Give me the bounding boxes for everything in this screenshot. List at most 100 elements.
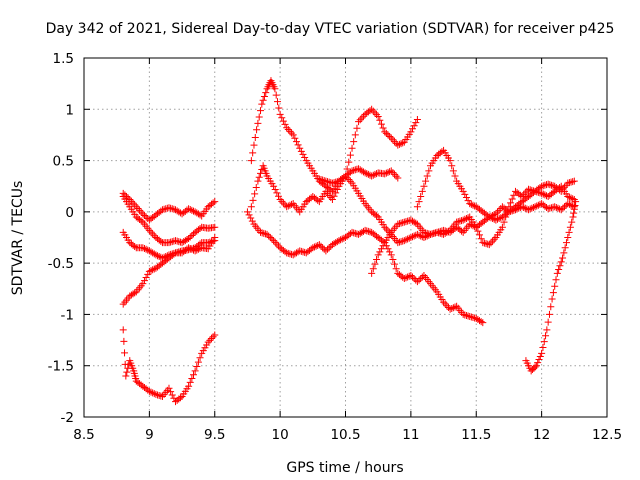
data-point	[359, 168, 367, 176]
data-point	[373, 256, 381, 264]
data-point	[389, 256, 397, 264]
data-point	[350, 138, 358, 146]
data-point	[335, 237, 343, 245]
data-point	[373, 111, 381, 119]
data-point	[379, 242, 387, 250]
data-point	[348, 144, 356, 152]
data-point	[384, 131, 392, 139]
data-point	[448, 162, 456, 170]
data-point	[467, 313, 475, 321]
data-point	[361, 169, 369, 177]
data-point	[409, 273, 417, 281]
data-point	[469, 314, 477, 322]
data-point	[283, 249, 291, 257]
data-point	[395, 238, 403, 246]
data-point	[546, 204, 554, 212]
data-point	[279, 199, 287, 207]
data-point	[281, 120, 289, 128]
data-point	[252, 183, 260, 191]
data-point	[186, 233, 194, 241]
data-point	[387, 134, 395, 142]
data-point	[172, 237, 180, 245]
data-point	[350, 166, 358, 174]
data-point	[140, 211, 148, 219]
data-point	[167, 204, 175, 212]
data-point	[173, 237, 181, 245]
data-point	[168, 391, 176, 399]
data-point	[552, 203, 560, 211]
data-point	[557, 258, 565, 266]
data-point	[185, 382, 193, 390]
data-point	[531, 363, 539, 371]
data-point	[394, 239, 402, 247]
data-point	[395, 220, 403, 228]
data-point	[299, 150, 307, 158]
data-point	[248, 217, 256, 225]
data-point	[288, 129, 296, 137]
data-point	[484, 240, 492, 248]
data-point	[415, 198, 423, 206]
x-tick-label: 10	[272, 427, 289, 443]
data-point	[386, 248, 394, 256]
data-point	[371, 170, 379, 178]
data-point	[260, 229, 268, 237]
data-point	[149, 389, 157, 397]
data-point	[567, 178, 575, 186]
data-point	[570, 209, 578, 217]
data-point	[155, 391, 163, 399]
data-point	[418, 187, 426, 195]
data-point	[531, 187, 539, 195]
data-point	[160, 205, 168, 213]
data-point	[392, 265, 400, 273]
data-point	[389, 169, 397, 177]
data-point	[493, 215, 501, 223]
data-point	[330, 192, 338, 200]
data-point	[541, 181, 549, 189]
data-point	[482, 240, 490, 248]
data-point	[149, 230, 157, 238]
data-point	[528, 204, 536, 212]
data-point	[355, 118, 363, 126]
data-point	[458, 227, 466, 235]
data-point	[394, 174, 402, 182]
data-point	[565, 193, 573, 201]
data-point	[479, 239, 487, 247]
data-point	[551, 203, 559, 211]
data-point	[330, 179, 338, 187]
data-point	[328, 179, 336, 187]
data-point	[371, 109, 379, 117]
data-point	[139, 210, 147, 218]
data-point	[374, 112, 382, 120]
data-point	[415, 231, 423, 239]
data-point	[137, 217, 145, 225]
series-track-6	[247, 77, 402, 195]
data-point	[382, 169, 390, 177]
series-track-1	[119, 189, 219, 224]
data-point	[487, 239, 495, 247]
data-point	[462, 215, 470, 223]
data-point	[310, 243, 318, 251]
data-point	[564, 192, 572, 200]
data-point	[498, 223, 506, 231]
series-track-2	[119, 192, 219, 247]
data-point	[402, 274, 410, 282]
data-point	[294, 141, 302, 149]
data-point	[387, 251, 395, 259]
data-point	[430, 229, 438, 237]
data-point	[397, 238, 405, 246]
data-point	[391, 260, 399, 268]
x-axis-label: GPS time / hours	[286, 460, 403, 476]
data-point	[139, 280, 147, 288]
data-point	[165, 239, 173, 247]
data-point	[495, 206, 503, 214]
data-point	[520, 203, 528, 211]
data-point	[364, 170, 372, 178]
data-point	[384, 227, 392, 235]
data-point	[543, 326, 551, 334]
data-point	[170, 205, 178, 213]
data-point	[495, 215, 503, 223]
data-point	[479, 319, 487, 327]
data-point	[278, 114, 286, 122]
data-point	[369, 265, 377, 273]
data-point	[448, 305, 456, 313]
